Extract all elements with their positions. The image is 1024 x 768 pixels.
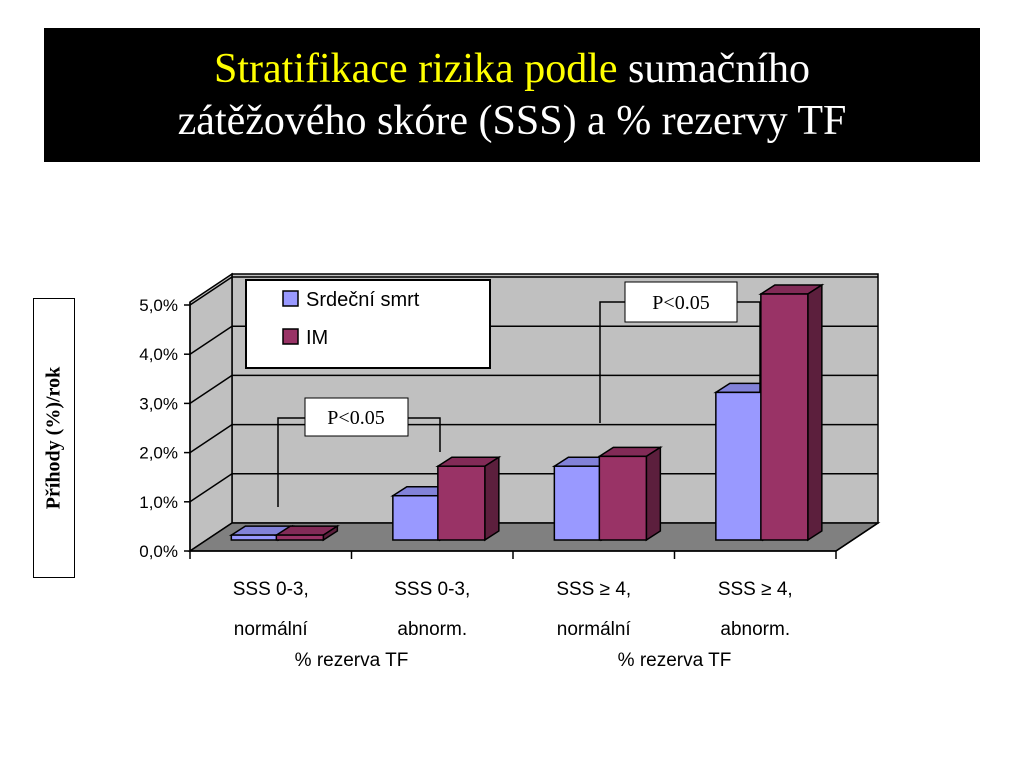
title-rest: sumačního — [617, 46, 810, 92]
gridline — [189, 325, 878, 355]
gridline — [189, 423, 878, 454]
y-tick-label: 3,0% — [139, 394, 178, 413]
legend-label: IM — [306, 327, 328, 349]
x-group-label: % rezerva TF — [295, 650, 409, 671]
p-value-box — [624, 281, 738, 323]
bar — [760, 293, 809, 541]
p-value-bracket-right — [737, 301, 761, 392]
title-banner: Stratifikace rizika podle sumačního zátě… — [44, 28, 980, 162]
x-group-label: % rezerva TF — [618, 650, 732, 671]
legend-label: Srdeční smrt — [306, 289, 420, 311]
legend-swatch — [282, 328, 299, 345]
bar — [437, 465, 486, 541]
p-value-bracket-left — [277, 417, 305, 507]
gridline — [189, 276, 878, 306]
x-tick-label: SSS ≥ 4, — [718, 579, 793, 600]
y-tick-label: 5,0% — [139, 296, 178, 315]
p-value-bracket-left — [599, 301, 625, 423]
x-tick-label: SSS ≥ 4, — [556, 579, 631, 600]
p-value-box — [304, 397, 409, 437]
x-axis-depth-line — [835, 522, 879, 552]
bar — [392, 494, 441, 541]
y-tick-label: 4,0% — [139, 345, 178, 364]
x-tick-label-line-2: normální — [234, 619, 309, 640]
bar — [598, 455, 648, 541]
p-value-label: P<0.05 — [327, 407, 384, 429]
title-highlight: Stratifikace rizika podle — [214, 46, 618, 92]
y-tick-label: 2,0% — [139, 444, 178, 463]
gridline — [189, 473, 878, 503]
bar — [230, 534, 280, 541]
bar — [553, 465, 603, 541]
p-value-bracket-right — [408, 417, 441, 452]
y-tick-label: 0,0% — [139, 542, 178, 561]
title-line-2: zátěžového skóre (SSS) a % rezervy TF — [177, 98, 847, 144]
bar — [275, 534, 325, 541]
bar-side — [645, 445, 662, 542]
title-line-1: Stratifikace rizika podle sumačního — [214, 43, 810, 95]
y-axis-label-box: Příhody (%)/rok — [33, 298, 75, 578]
bar-side — [484, 455, 500, 542]
x-tick-label-line-2: abnorm. — [720, 619, 790, 640]
p-value-label: P<0.05 — [652, 292, 709, 314]
x-tick-label-line-2: normální — [557, 619, 632, 640]
x-tick-label: SSS 0-3, — [394, 579, 470, 600]
y-tick-label: 1,0% — [139, 493, 178, 512]
gridline — [189, 374, 878, 405]
legend-swatch — [282, 290, 299, 307]
x-tick-label-line-2: abnorm. — [397, 619, 467, 640]
bar-side — [807, 283, 823, 542]
chart-side-wall — [189, 272, 233, 553]
bar — [715, 391, 764, 541]
x-tick-label: SSS 0-3, — [233, 579, 309, 600]
